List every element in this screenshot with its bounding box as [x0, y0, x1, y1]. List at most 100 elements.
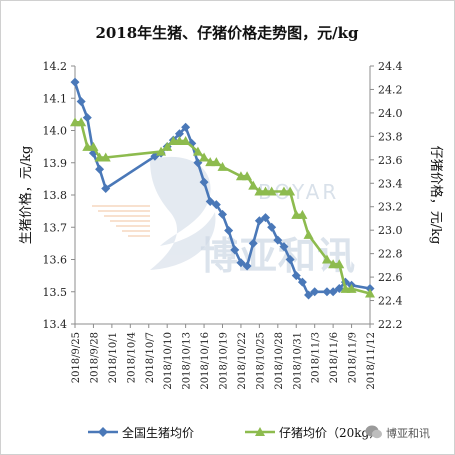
series-1-point [199, 177, 209, 187]
x-tick-label: 2018/10/19 [219, 332, 230, 390]
y-right-tick-label: 23.2 [378, 201, 403, 214]
series-2-point [156, 146, 167, 156]
legend-1-label: 全国生猪均价 [122, 425, 194, 440]
wechat-icon-bubble [372, 429, 382, 439]
y-right-tick-label: 22.4 [378, 295, 403, 308]
y-left-tick-label: 13.9 [43, 157, 68, 170]
x-tick-label: 2018/11/3 [311, 332, 322, 383]
series-2-point [297, 209, 308, 219]
y-left-tick-label: 13.6 [43, 254, 68, 267]
x-tick-label: 2018/9/25 [71, 332, 82, 383]
x-tick-label: 2018/11/9 [348, 332, 359, 383]
account-name: 博亚和讯 [386, 427, 430, 440]
series-1-point [322, 287, 332, 297]
x-tick-label: 2018/10/31 [292, 332, 303, 390]
series-2-point [100, 152, 111, 162]
series-2-point [88, 141, 99, 151]
y-right-tick-label: 22.6 [378, 271, 403, 284]
series-2-point [217, 161, 228, 171]
y-right-tick-label: 22.2 [378, 318, 403, 331]
series-2-point [285, 186, 296, 196]
x-tick-label: 2018/10/13 [182, 332, 193, 390]
y-right-tick-label: 24.0 [378, 107, 403, 120]
x-tick-label: 2018/10/1 [108, 332, 119, 383]
y-right-tick-label: 24.4 [378, 60, 403, 73]
y-left-tick-label: 14.1 [43, 92, 68, 105]
series-2-point [248, 180, 259, 190]
y-left-tick-label: 13.8 [43, 189, 68, 202]
y-left-axis-title: 生猪价格，元/kg [18, 146, 34, 245]
y-right-axis-title: 仔猪价格，元/kg [428, 146, 444, 245]
series-2-point [162, 141, 173, 151]
y-right-tick-label: 23.6 [378, 154, 403, 167]
series-1-point [82, 113, 92, 123]
series-1-point [236, 258, 246, 268]
series-1-point [211, 200, 221, 210]
series-1-point [101, 184, 111, 194]
series-2-point [199, 152, 210, 162]
y-right-tick-label: 24.2 [378, 83, 403, 96]
y-left-tick-label: 14.0 [43, 125, 68, 138]
x-tick-label: 2018/10/22 [237, 332, 248, 390]
x-tick-label: 2018/9/28 [89, 332, 100, 383]
series-1-point [254, 216, 264, 226]
x-tick-label: 2018/10/7 [145, 332, 156, 383]
x-tick-label: 2018/10/4 [126, 332, 137, 383]
y-left-tick-label: 14.2 [43, 60, 68, 73]
series-2-point [180, 136, 191, 146]
watermark-logo-head [150, 156, 216, 270]
series-2-point [365, 288, 375, 298]
series-1-point [334, 284, 344, 294]
series-1-point [261, 213, 271, 223]
chart-title: 2018年生猪、仔猪价格走势图，元/kg [95, 24, 359, 42]
series-1-point [291, 271, 301, 281]
y-right-tick-label: 23.8 [378, 130, 403, 143]
y-right-tick-label: 23.4 [378, 177, 403, 190]
x-tick-label: 2018/10/16 [200, 332, 211, 390]
legend-2-marker [255, 427, 265, 436]
series-1-point [70, 77, 80, 87]
series-1-point [248, 238, 258, 248]
series-1-point [273, 235, 283, 245]
series-2-point [266, 186, 277, 196]
series-1-point [174, 129, 184, 139]
y-left-tick-label: 13.5 [43, 286, 68, 299]
watermark-logo [92, 156, 216, 270]
series-1-point [285, 255, 295, 264]
series-2-point [303, 229, 314, 239]
series-1-point [95, 164, 105, 174]
series-2-point [321, 254, 332, 264]
series-1-point [205, 196, 215, 206]
series-1-point [242, 261, 252, 271]
series-1-point [328, 287, 338, 297]
y-right-tick-label: 23.0 [378, 224, 403, 237]
x-tick-label: 2018/10/25 [255, 332, 266, 390]
series-1-point [279, 242, 289, 252]
series-1-point [218, 209, 227, 219]
series-1-point [310, 287, 320, 297]
x-tick-label: 2018/10/28 [274, 332, 285, 390]
series-2-point [211, 157, 222, 167]
series-2-point [76, 117, 87, 127]
x-tick-label: 2018/11/6 [329, 332, 340, 383]
legend-2-label: 仔猪均价（20kg） [279, 426, 381, 440]
series-2-line [75, 121, 371, 295]
series-2-point [334, 259, 345, 269]
series-1-point [267, 222, 277, 232]
series-1-point [224, 225, 234, 235]
legend-1-marker [98, 427, 108, 437]
y-right-tick-label: 22.8 [378, 248, 403, 261]
y-left-tick-label: 13.4 [43, 318, 68, 331]
series-1-point [297, 277, 307, 287]
y-left-tick-label: 13.7 [43, 221, 68, 234]
series-2-point [346, 283, 357, 293]
series-1-point [76, 96, 86, 106]
series-2-point [242, 171, 253, 181]
x-tick-label: 2018/11/12 [366, 332, 377, 390]
series-2-point [192, 146, 203, 156]
x-tick-label: 2018/10/10 [163, 332, 174, 390]
series-1-point [304, 290, 314, 300]
series-1-point [230, 245, 240, 255]
series-1-point [181, 122, 191, 132]
